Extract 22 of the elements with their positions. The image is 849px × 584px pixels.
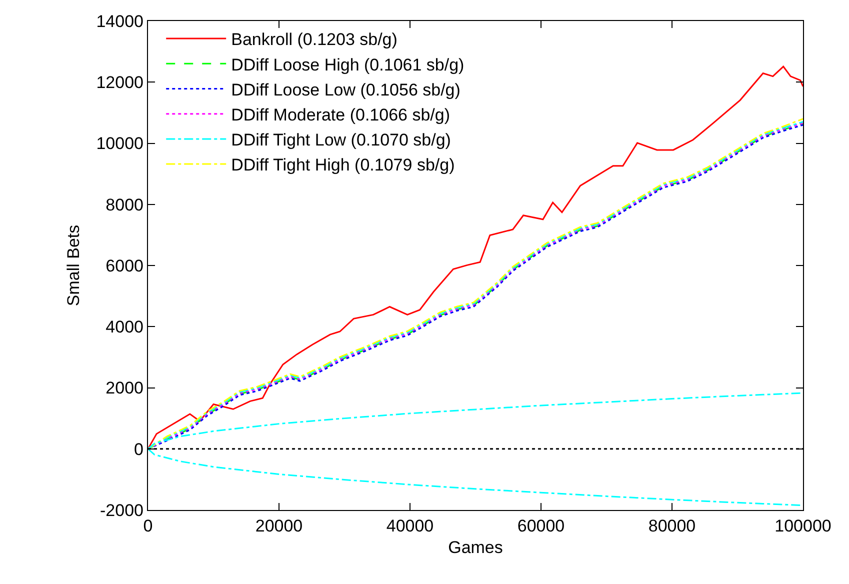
x-tick-label: 100000 — [774, 516, 832, 536]
legend-label: DDiff Loose Low (0.1056 sb/g) — [231, 80, 460, 100]
x-tick-label: 80000 — [648, 516, 696, 536]
x-axis-title: Games — [448, 538, 503, 557]
x-tick-label: 20000 — [255, 516, 303, 536]
y-tick-label: 6000 — [106, 256, 144, 276]
x-tick-label: 60000 — [517, 516, 565, 536]
y-tick-label: -2000 — [100, 500, 144, 520]
y-tick-label: 2000 — [106, 378, 144, 398]
y-tick-label: 12000 — [96, 73, 144, 92]
legend-label: DDiff Tight Low (0.1070 sb/g) — [231, 130, 451, 150]
legend-label: Bankroll (0.1203 sb/g) — [231, 30, 398, 50]
y-tick-label: 10000 — [96, 134, 144, 154]
x-tick-label: 40000 — [386, 516, 434, 536]
legend-label: DDiff Tight High (0.1079 sb/g) — [231, 156, 455, 175]
y-tick-label: 4000 — [106, 318, 144, 337]
legend-label: DDiff Loose High (0.1061 sb/g) — [231, 55, 464, 74]
y-tick-label: 8000 — [106, 195, 144, 214]
legend-label: DDiff Moderate (0.1066 sb/g) — [231, 105, 450, 124]
y-tick-label: 0 — [134, 440, 144, 459]
y-axis-title: Small Bets — [64, 224, 83, 306]
y-tick-label: 14000 — [96, 12, 144, 31]
